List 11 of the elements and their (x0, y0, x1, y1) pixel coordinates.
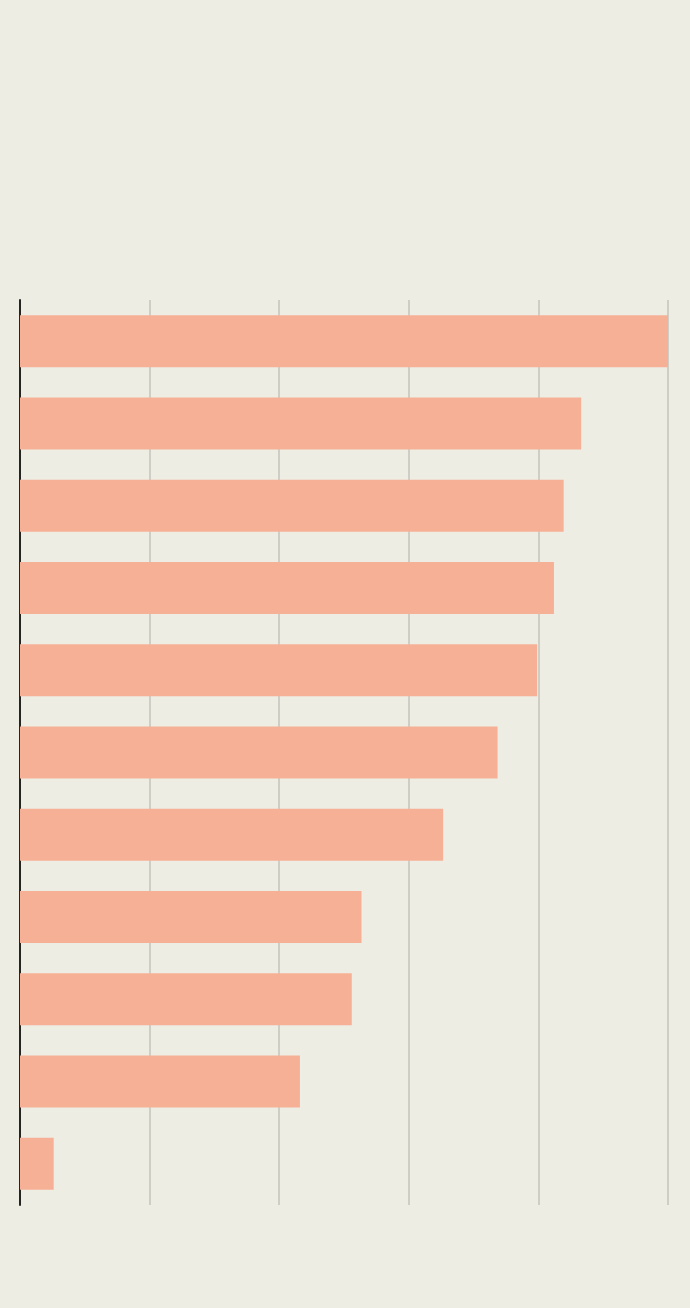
bar (20, 644, 538, 697)
bar (20, 808, 444, 861)
bar (20, 1137, 54, 1190)
bar (20, 315, 668, 368)
bar (20, 973, 352, 1026)
bar (20, 1055, 300, 1108)
bar (20, 891, 362, 944)
bar (20, 479, 564, 532)
bar (20, 397, 582, 450)
bar (20, 561, 554, 614)
bar (20, 726, 498, 779)
